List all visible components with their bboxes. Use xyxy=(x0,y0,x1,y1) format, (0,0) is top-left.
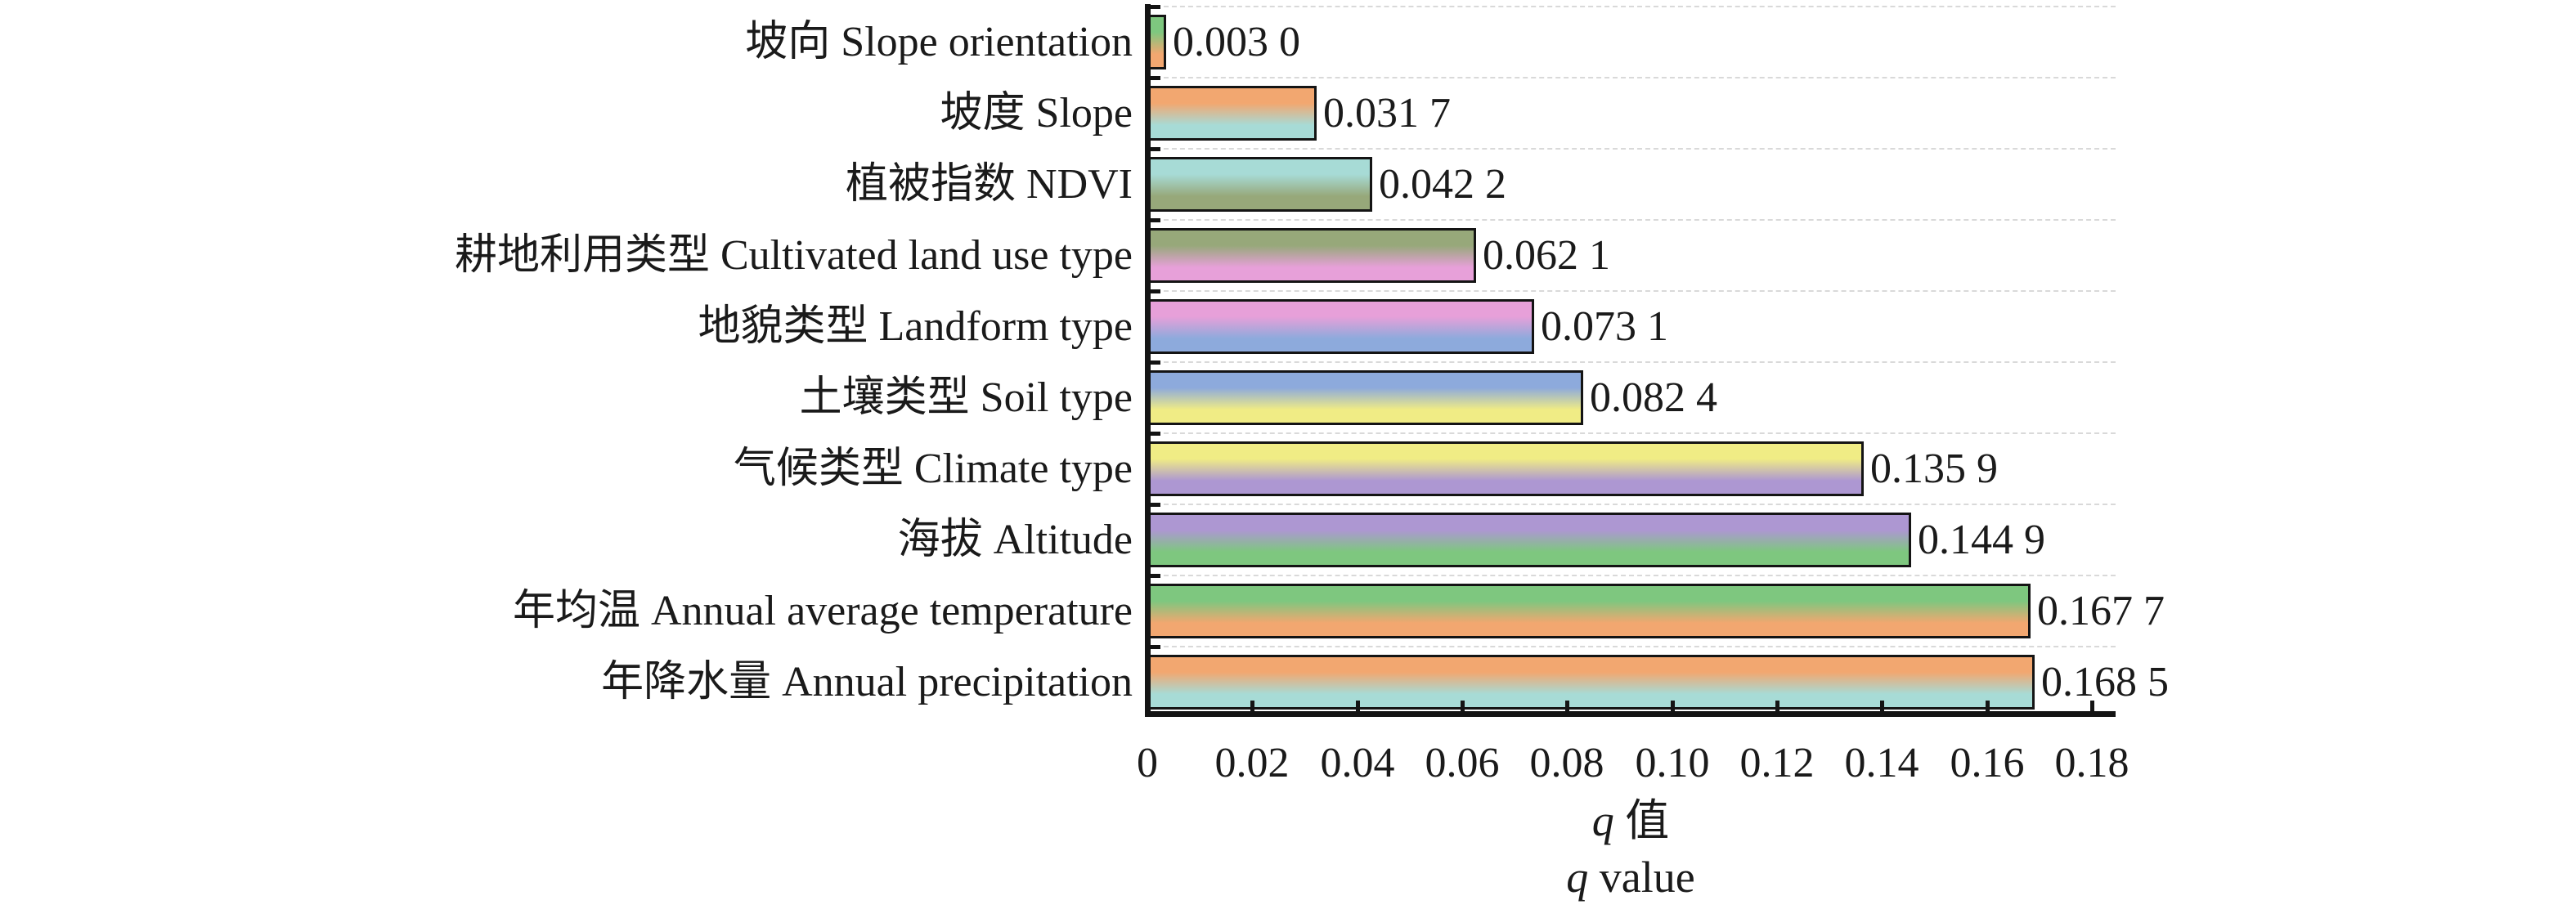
category-label: 年降水量 Annual precipitation xyxy=(601,658,1133,705)
category-gridline xyxy=(1147,432,2116,434)
x-tick-label: 0.10 xyxy=(1635,740,1710,786)
x-tick-label: 0.14 xyxy=(1844,740,1919,786)
x-tick-label: 0.12 xyxy=(1739,740,1815,786)
value-label: 0.144 9 xyxy=(1918,516,2045,563)
x-axis-title-zh-text: 值 xyxy=(1625,796,1670,845)
x-axis-tick xyxy=(1461,701,1465,711)
x-tick-label: 0.06 xyxy=(1425,740,1500,786)
bar xyxy=(1145,655,2035,710)
category-gridline xyxy=(1147,148,2116,150)
y-axis-tick xyxy=(1150,360,1160,365)
category-label: 年均温 Annual average temperature xyxy=(512,587,1133,634)
y-axis-tick xyxy=(1150,76,1160,80)
x-axis-tick xyxy=(1565,701,1569,711)
x-axis-line xyxy=(1145,711,2116,717)
bar xyxy=(1145,228,1476,283)
category-gridline xyxy=(1147,646,2116,647)
y-axis-tick xyxy=(1150,645,1160,649)
y-axis-tick xyxy=(1150,5,1160,9)
x-axis-tick xyxy=(1250,701,1254,711)
bar xyxy=(1145,157,1372,212)
y-axis-tick xyxy=(1150,147,1160,151)
x-axis-tick xyxy=(1986,701,1990,711)
bar xyxy=(1145,86,1317,141)
category-label: 坡度 Slope xyxy=(940,89,1133,137)
bar xyxy=(1145,370,1583,425)
x-axis-tick xyxy=(2090,701,2094,711)
category-gridline xyxy=(1147,290,2116,292)
category-label: 坡向 Slope orientation xyxy=(745,18,1133,65)
bar xyxy=(1145,299,1534,354)
x-axis-tick xyxy=(1775,701,1779,711)
value-label: 0.167 7 xyxy=(2037,587,2165,634)
value-label: 0.003 0 xyxy=(1173,18,1300,65)
category-label: 气候类型 Climate type xyxy=(733,445,1133,492)
category-label: 植被指数 NDVI xyxy=(846,160,1133,208)
q-symbol-italic: q xyxy=(1566,853,1589,902)
x-tick-label: 0 xyxy=(1137,740,1158,786)
bar xyxy=(1145,441,1864,496)
bar xyxy=(1145,584,2031,638)
y-axis-line xyxy=(1145,4,1151,717)
y-axis-tick xyxy=(1150,218,1160,222)
x-axis-tick xyxy=(1880,701,1884,711)
x-tick-label: 0.08 xyxy=(1529,740,1604,786)
category-label: 耕地利用类型 Cultivated land use type xyxy=(454,231,1133,279)
x-axis-title-zh: q 值 xyxy=(1592,799,1670,843)
value-label: 0.082 4 xyxy=(1590,374,1717,421)
y-axis-tick xyxy=(1150,289,1160,293)
y-axis-tick xyxy=(1150,432,1160,436)
category-gridline xyxy=(1147,504,2116,505)
category-label: 海拔 Altitude xyxy=(897,516,1133,563)
x-tick-label: 0.02 xyxy=(1214,740,1290,786)
category-gridline xyxy=(1147,77,2116,78)
category-label: 地貌类型 Landform type xyxy=(698,302,1133,350)
category-gridline xyxy=(1147,6,2116,7)
category-gridline xyxy=(1147,575,2116,576)
q-symbol-italic: q xyxy=(1591,796,1614,845)
value-label: 0.042 2 xyxy=(1379,160,1506,208)
bar xyxy=(1145,513,1911,567)
x-axis-tick xyxy=(1671,701,1675,711)
category-gridline xyxy=(1147,361,2116,363)
x-tick-label: 0.04 xyxy=(1320,740,1395,786)
y-axis-tick xyxy=(1150,503,1160,507)
x-tick-label: 0.16 xyxy=(1950,740,2025,786)
value-label: 0.062 1 xyxy=(1483,231,1610,279)
y-axis-tick xyxy=(1150,574,1160,578)
x-axis-title-en-text: value xyxy=(1599,853,1695,902)
x-axis-tick xyxy=(1356,701,1360,711)
x-axis-title-en: q value xyxy=(1566,855,1694,899)
value-label: 0.168 5 xyxy=(2041,658,2169,705)
x-tick-label: 0.18 xyxy=(2054,740,2129,786)
value-label: 0.073 1 xyxy=(1541,302,1668,350)
value-label: 0.135 9 xyxy=(1870,445,1998,492)
category-label: 土壤类型 Soil type xyxy=(799,374,1133,421)
category-gridline xyxy=(1147,219,2116,221)
value-label: 0.031 7 xyxy=(1323,89,1451,137)
